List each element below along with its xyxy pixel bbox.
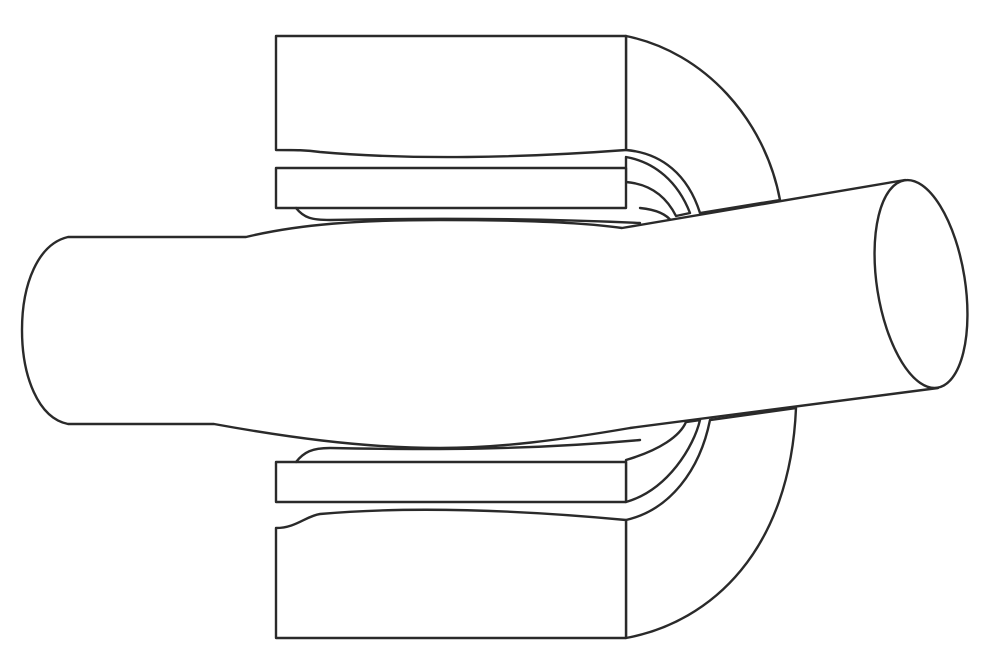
lower-bearing-shell — [274, 418, 702, 504]
upper-housing — [274, 34, 782, 215]
shaft-body — [20, 178, 940, 450]
shaft-end-face — [873, 178, 969, 390]
upper-shell-bore-edge — [294, 206, 642, 225]
upper-bearing-shell — [274, 155, 692, 225]
lower-housing-flange — [624, 406, 798, 640]
shaft — [20, 178, 969, 450]
upper-housing-block — [274, 34, 628, 159]
lower-housing-block — [274, 508, 628, 640]
upper-shell-flange — [624, 155, 692, 218]
lower-housing — [274, 406, 798, 640]
upper-shell-front — [274, 166, 628, 210]
lower-shell-flange — [624, 418, 702, 504]
upper-housing-flange — [624, 34, 782, 215]
lower-shell-front — [274, 460, 628, 504]
lower-shell-bore-edge — [294, 438, 642, 464]
